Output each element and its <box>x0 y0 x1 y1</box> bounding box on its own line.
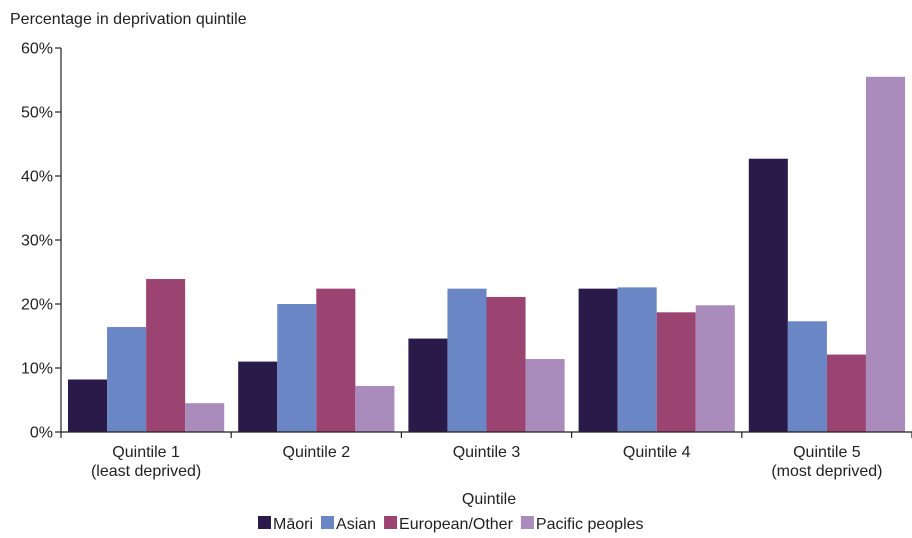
y-tick-label: 50% <box>21 105 53 122</box>
chart-title: Percentage in deprivation quintile <box>10 11 247 28</box>
bar <box>656 312 696 432</box>
y-axis: 0% 10% 20% 30% 40% 50% 60% <box>21 41 62 442</box>
bar <box>748 158 788 432</box>
x-category-label: Quintile 3 <box>453 444 521 461</box>
y-tick-label: 60% <box>21 41 53 58</box>
x-category-label: Quintile 1 <box>112 444 180 461</box>
x-category-label: (least deprived) <box>91 463 201 480</box>
legend-swatch <box>384 516 398 529</box>
legend-swatch <box>520 516 534 529</box>
legend-label: Māori <box>273 516 313 533</box>
bar <box>238 361 278 432</box>
bar <box>787 321 827 432</box>
bar <box>486 296 526 432</box>
bar <box>107 327 147 432</box>
x-axis: Quintile 1 (least deprived) Quintile 2 Quin… <box>60 431 912 480</box>
legend-label: Pacific peoples <box>536 516 644 533</box>
bars <box>68 76 905 433</box>
bar <box>525 359 565 432</box>
x-axis-title: Quintile <box>462 491 516 508</box>
x-category-label: Quintile 5 <box>793 444 861 461</box>
bar <box>408 338 448 432</box>
y-tick-label: 10% <box>21 361 53 378</box>
legend: Māori Asian European/Other Pacific peoples <box>258 516 644 533</box>
bar <box>316 288 356 432</box>
x-category-label: Quintile 4 <box>623 444 691 461</box>
bar <box>355 385 395 432</box>
bar <box>578 288 618 432</box>
legend-label: European/Other <box>399 516 514 533</box>
legend-swatch <box>321 516 335 529</box>
bar <box>865 76 905 433</box>
bar <box>146 279 186 432</box>
bar <box>447 288 487 432</box>
bar <box>826 354 866 432</box>
bar <box>185 403 225 432</box>
x-category-label: (most deprived) <box>771 463 882 480</box>
bar <box>68 379 108 432</box>
legend-label: Asian <box>336 516 376 533</box>
y-tick-label: 20% <box>21 297 53 314</box>
legend-swatch <box>258 516 271 529</box>
y-tick-label: 30% <box>21 233 53 250</box>
y-tick-label: 40% <box>21 169 53 186</box>
bar <box>277 304 317 432</box>
x-category-label: Quintile 2 <box>283 444 351 461</box>
bar <box>695 305 735 432</box>
y-tick-label: 0% <box>30 425 53 442</box>
bar <box>617 287 657 432</box>
